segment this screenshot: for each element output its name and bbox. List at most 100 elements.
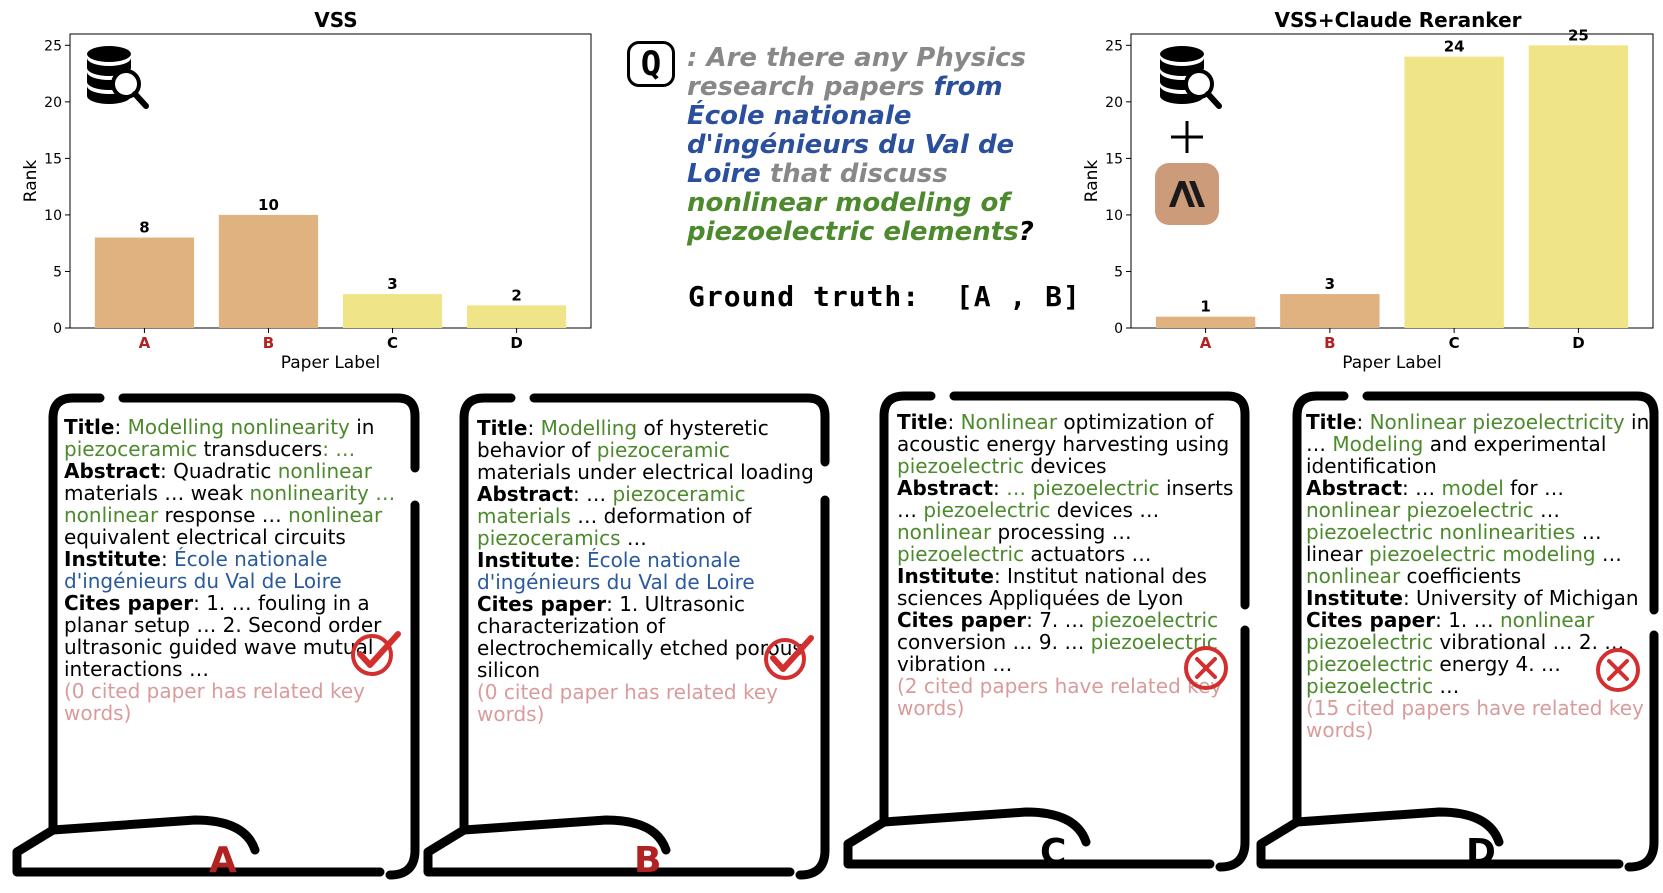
question-topic: nonlinear modeling of piezoelectric elem… xyxy=(687,188,1019,247)
text-run: … linear xyxy=(1306,520,1602,566)
title-key: Title xyxy=(477,416,528,440)
x-tick-label-C: C xyxy=(387,334,398,352)
cites-key: Cites paper xyxy=(1306,608,1436,632)
question-mark: ? xyxy=(1018,217,1034,247)
keyword-highlight: Modelling nonlinearity xyxy=(127,415,350,439)
y-tick-label: 10 xyxy=(44,208,62,224)
text-run: inserts … xyxy=(897,476,1234,522)
keyword-highlight: Modelling xyxy=(540,416,638,440)
bar-D xyxy=(466,305,567,328)
institute-key: Institute xyxy=(477,548,574,572)
cross-icon-d xyxy=(1596,648,1640,692)
x-tick-label-C: C xyxy=(1449,334,1460,352)
text-run: : … xyxy=(573,482,613,506)
card-title: Title: Nonlinear optimization of acousti… xyxy=(897,411,1242,477)
card-label-d: D xyxy=(1466,832,1496,873)
abstract-key: Abstract xyxy=(477,482,574,506)
data-label-C: 24 xyxy=(1444,38,1465,56)
text-run: : 1. … xyxy=(1435,608,1500,632)
bar-C xyxy=(1404,56,1504,328)
keyword-highlight: model xyxy=(1441,476,1504,500)
y-tick-label: 25 xyxy=(44,38,62,54)
keyword-highlight: piezoelectric xyxy=(1091,608,1219,632)
database-search-icon-right xyxy=(1160,46,1222,109)
frame-bottom xyxy=(12,825,385,877)
text-run: of hysteretic behavior of xyxy=(477,416,769,462)
institute-key: Institute xyxy=(897,564,994,588)
cites-key: Cites paper xyxy=(64,591,194,615)
cites-value: : 1. Ultrasonic characterization of elec… xyxy=(477,592,803,682)
card-note: (0 cited paper has related key words) xyxy=(477,680,778,726)
cites-value: : 1. … fouling in a planar setup … 2. Se… xyxy=(64,591,382,681)
chart-title: VSS xyxy=(314,8,357,32)
paper-card-c: Title: Nonlinear optimization of acousti… xyxy=(897,411,1242,719)
text-run: materials under electrical loading xyxy=(477,460,814,484)
text-run: devices … xyxy=(1050,498,1160,522)
card-label-b: B xyxy=(634,840,662,881)
text-run: for … xyxy=(1503,476,1564,500)
keyword-highlight: piezoelectric xyxy=(1306,652,1434,676)
text-run: : 7. … xyxy=(1026,608,1091,632)
text-run: coefficients xyxy=(1400,564,1522,588)
text-run: processing … xyxy=(991,520,1132,544)
keyword-highlight: nonlinear xyxy=(288,503,383,527)
ground-truth: Ground truth: [A , B] xyxy=(688,280,1081,313)
text-run: : xyxy=(160,547,175,571)
data-label-D: 25 xyxy=(1568,26,1589,44)
x-tick-label-A: A xyxy=(139,334,151,352)
keyword-highlight: piezoelectric xyxy=(1090,630,1218,654)
card-label-a: A xyxy=(209,840,237,881)
y-tick-label: 20 xyxy=(44,95,62,111)
card-institute: Institute: Institut national des science… xyxy=(897,565,1242,609)
institute-value: École nationale d'ingénieurs du Val de L… xyxy=(64,547,342,593)
y-tick-label: 5 xyxy=(53,264,62,280)
bar-C xyxy=(342,294,443,328)
keyword-highlight: Nonlinear xyxy=(960,410,1058,434)
y-tick-label: 20 xyxy=(1105,95,1123,111)
text-run: vibrational … 2. … xyxy=(1433,630,1625,654)
institute-key: Institute xyxy=(1306,586,1403,610)
abstract-key: Abstract xyxy=(897,476,994,500)
question-text: : Are there any Physics research papers … xyxy=(687,44,1087,247)
card-note: (2 cited papers have related key words) xyxy=(897,674,1223,720)
keyword-highlight: piezoelectric xyxy=(923,498,1051,522)
paper-card-b: Title: Modelling of hysteretic behavior … xyxy=(477,417,825,725)
card-title: Title: Modelling nonlinearity in piezoce… xyxy=(64,416,404,460)
keyword-highlight: piezoceramic xyxy=(596,438,730,462)
x-tick-label-B: B xyxy=(1324,334,1335,352)
x-axis-label: Paper Label xyxy=(281,353,380,373)
y-tick-label: 0 xyxy=(1114,321,1123,337)
text-run: devices xyxy=(1024,454,1107,478)
keyword-highlight: nonlinear piezoelectric xyxy=(1306,608,1595,654)
card-abstract: Abstract: … piezoelectric inserts … piez… xyxy=(897,477,1242,565)
text-run: energy 4. … xyxy=(1433,652,1561,676)
card-note: (0 cited paper has related key words) xyxy=(64,679,365,725)
data-label-A: 8 xyxy=(139,219,149,237)
bar-B xyxy=(1280,294,1380,328)
text-run: : Quadratic xyxy=(160,459,278,483)
text-run: in xyxy=(349,415,375,439)
text-run: optimization of acoustic energy harvesti… xyxy=(897,410,1230,456)
title-key: Title xyxy=(64,415,115,439)
text-run: and experimental identification xyxy=(1306,432,1607,478)
keyword-highlight: piezoelectric nonlinearities xyxy=(1306,520,1576,544)
keyword-highlight: … piezoelectric xyxy=(1006,476,1160,500)
keyword-highlight: nonlinear xyxy=(277,459,372,483)
text-run: : xyxy=(114,415,128,439)
y-tick-label: 15 xyxy=(1105,151,1123,167)
card-abstract: Abstract: … model for … nonlinear piezoe… xyxy=(1306,477,1656,587)
card-cites: Cites paper: 1. Ultrasonic characterizat… xyxy=(477,593,825,681)
bar-A xyxy=(94,237,195,328)
frame-bottom xyxy=(423,825,795,877)
x-tick-label-A: A xyxy=(1200,334,1212,352)
question-part3: that discuss xyxy=(760,159,948,189)
data-label-D: 2 xyxy=(511,286,521,304)
x-tick-label-D: D xyxy=(510,334,522,352)
text-run: materials … weak xyxy=(64,481,250,505)
keyword-highlight: nonlinear xyxy=(64,503,159,527)
card-title: Title: Nonlinear piezoelectricity in … M… xyxy=(1306,411,1656,477)
card-institute: Institute: École nationale d'ingénieurs … xyxy=(477,549,825,593)
institute-value: École nationale d'ingénieurs du Val de L… xyxy=(477,548,755,594)
keyword-highlight: piezoceramic materials xyxy=(477,482,746,528)
card-institute: Institute: École nationale d'ingénieurs … xyxy=(64,548,404,592)
